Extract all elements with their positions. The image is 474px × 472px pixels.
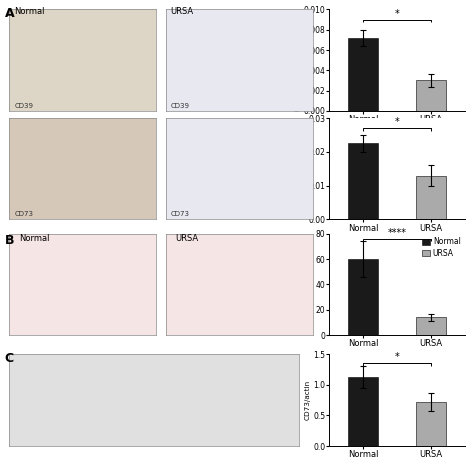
Text: Normal: Normal xyxy=(14,7,45,16)
Y-axis label: CD73/actin: CD73/actin xyxy=(305,380,311,420)
Text: B: B xyxy=(5,234,14,247)
Text: URSA: URSA xyxy=(171,7,194,16)
Text: Normal: Normal xyxy=(19,234,49,243)
Text: CD39: CD39 xyxy=(14,102,33,109)
Text: CD39: CD39 xyxy=(171,102,190,109)
Y-axis label: Intensity of CD39 in decidua: Intensity of CD39 in decidua xyxy=(295,9,301,111)
Bar xyxy=(416,402,446,446)
Bar xyxy=(348,259,378,335)
Text: CD73: CD73 xyxy=(171,211,190,217)
Text: URSA: URSA xyxy=(175,234,199,243)
Text: *: * xyxy=(394,117,400,127)
Y-axis label: CD39⁺ NK cells (%): CD39⁺ NK cells (%) xyxy=(306,250,313,319)
Bar xyxy=(348,143,378,219)
Bar xyxy=(416,317,446,335)
Bar xyxy=(416,80,446,111)
Text: *: * xyxy=(394,352,400,362)
Text: CD73: CD73 xyxy=(14,211,33,217)
Bar xyxy=(348,38,378,111)
Text: A: A xyxy=(5,7,14,20)
Text: *: * xyxy=(394,8,400,18)
Legend: Normal, URSA: Normal, URSA xyxy=(422,237,461,258)
Bar xyxy=(348,377,378,446)
Y-axis label: Intensity of CD73 in villi: Intensity of CD73 in villi xyxy=(300,126,306,211)
Text: ****: **** xyxy=(387,228,407,238)
Text: C: C xyxy=(5,352,14,365)
Bar xyxy=(416,176,446,219)
